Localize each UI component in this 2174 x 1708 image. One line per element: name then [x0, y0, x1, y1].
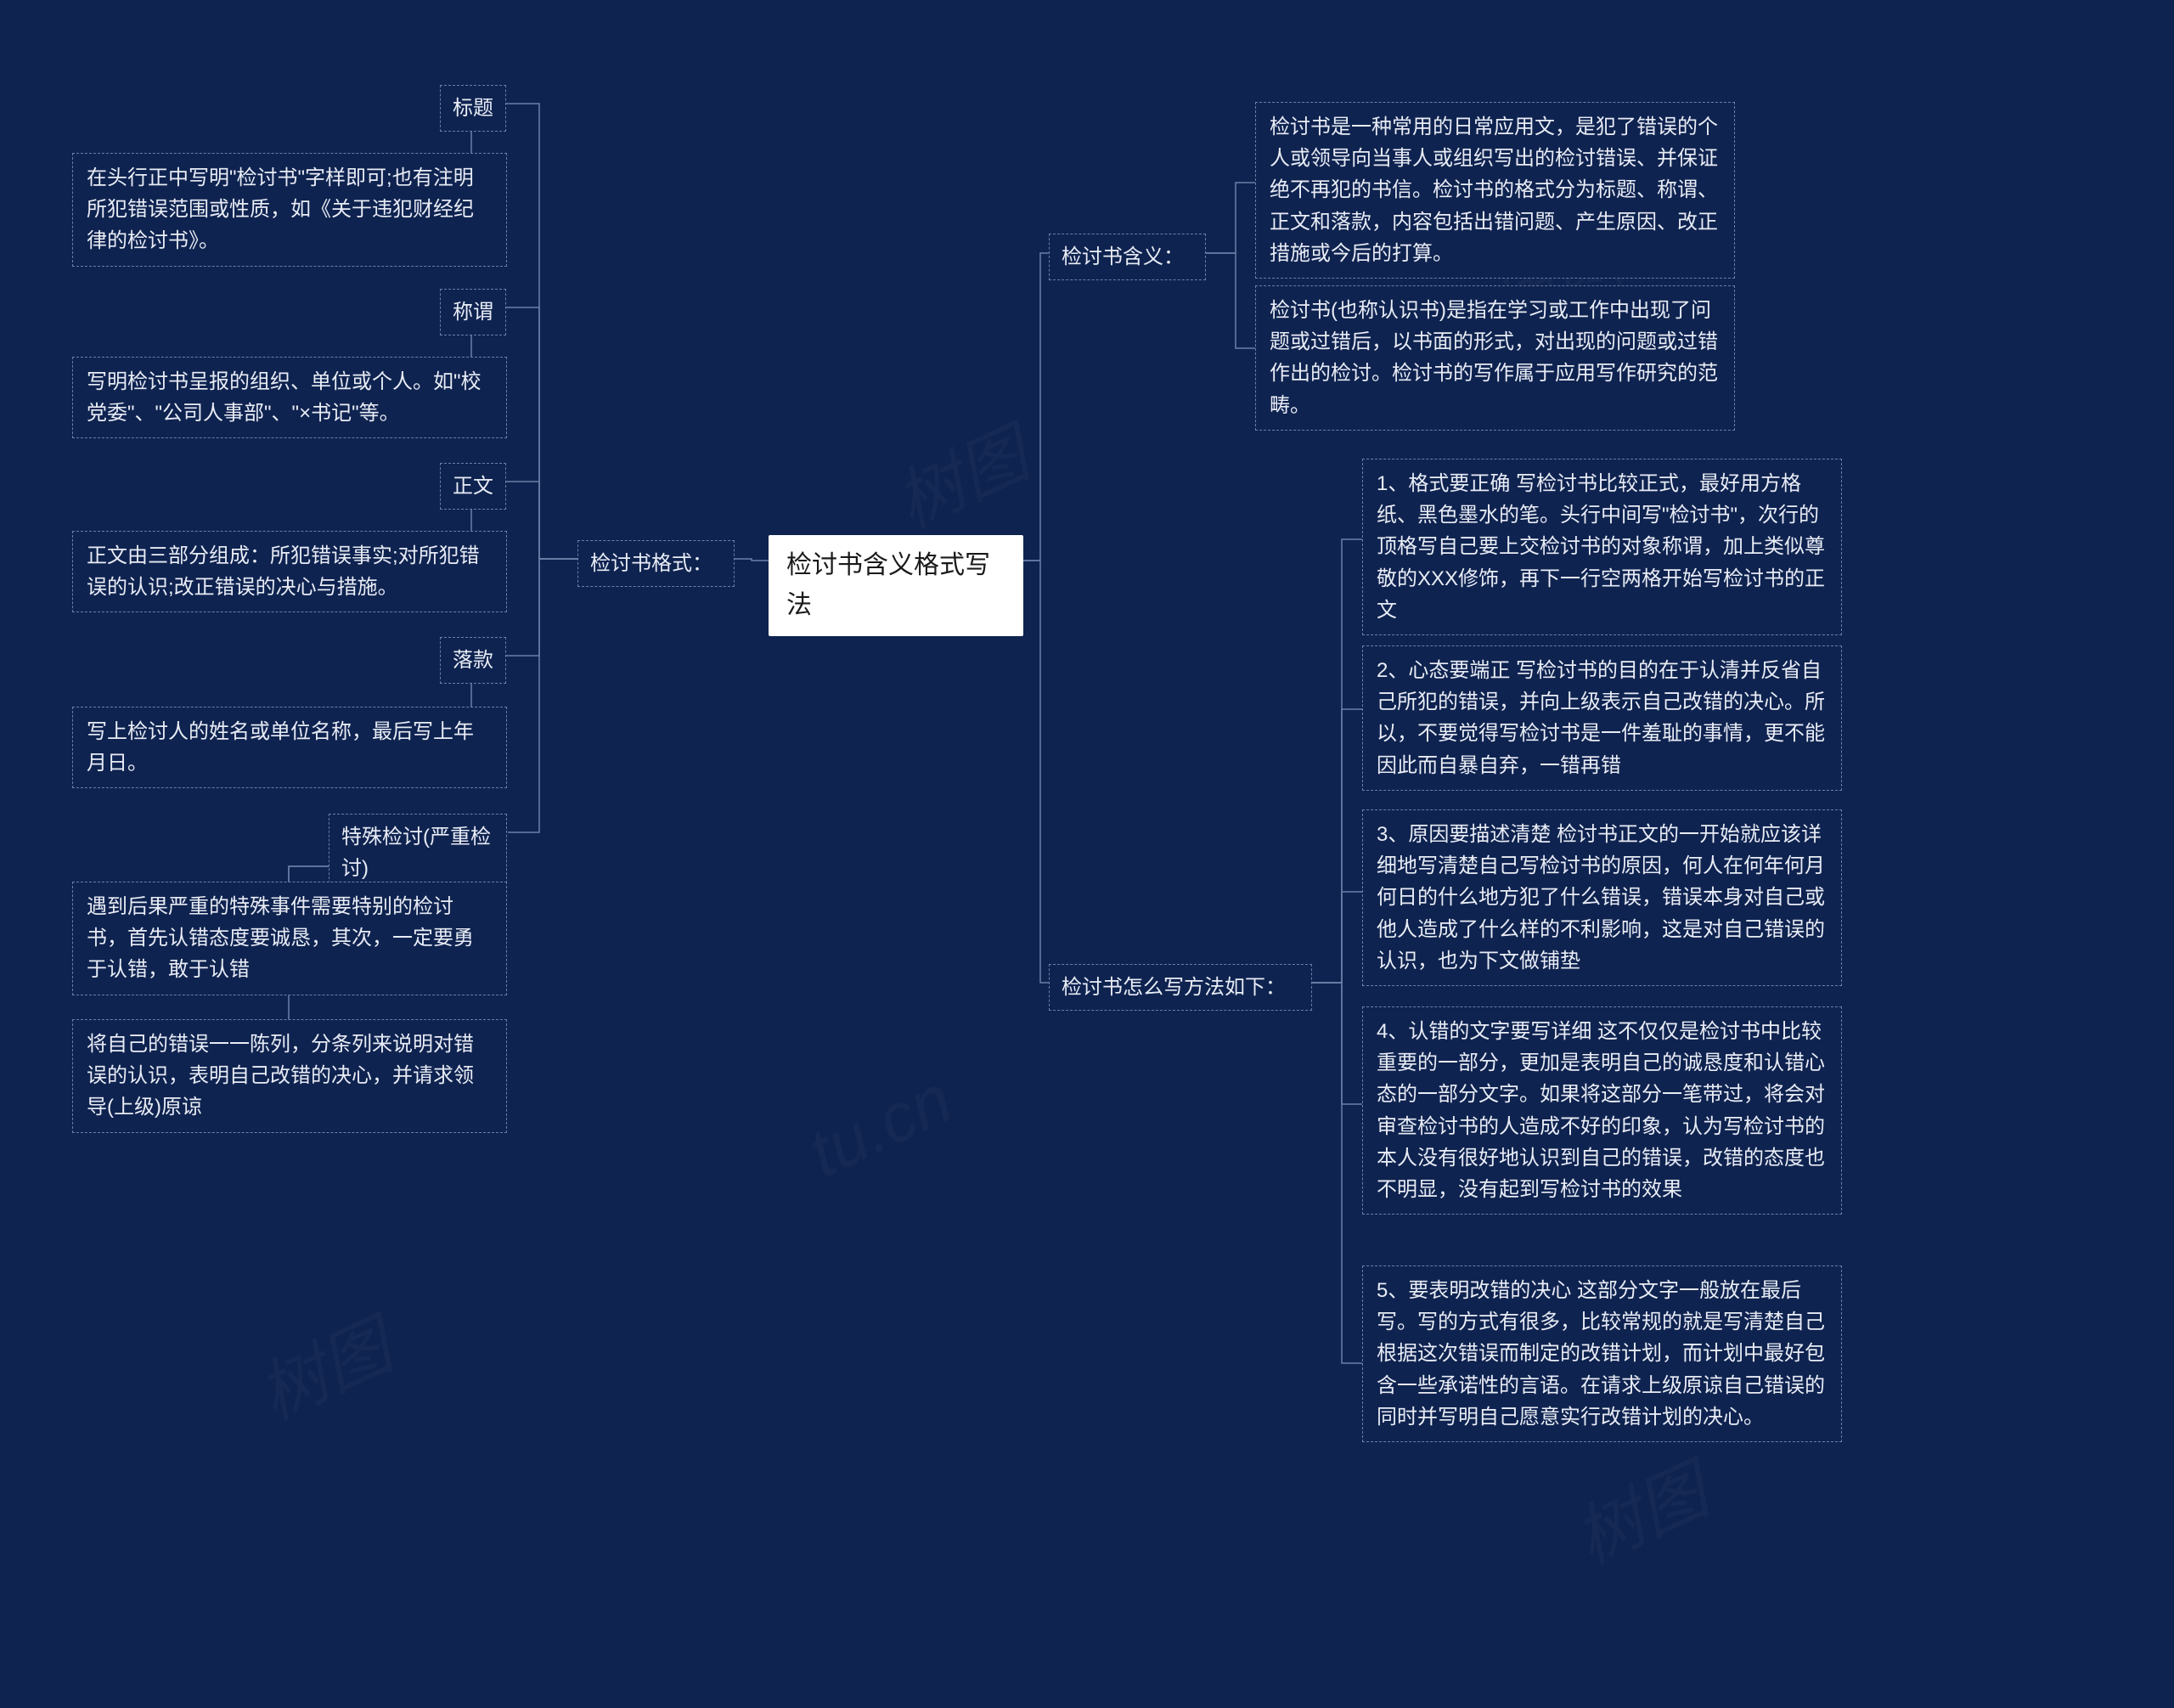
root-label: 检讨书含义格式写法 — [786, 551, 990, 619]
watermark: 树图 — [877, 401, 1042, 548]
branch-howto-label: 检讨书怎么写方法如下： — [1062, 976, 1286, 999]
leaf-text: 1、格式要正确 写检讨书比较正式，最好用方格纸、黑色墨水的笔。头行中间写"检讨书… — [1377, 472, 1825, 622]
leaf-howto-4: 4、认错的文字要写详细 这不仅仅是检讨书中比较重要的一部分，更加是表明自己的诚恳… — [1362, 1006, 1842, 1215]
leaf-meaning-2: 检讨书(也称认识书)是指在学习或工作中出现了问题或过错后，以书面的形式，对出现的… — [1255, 285, 1735, 431]
leaf-special-2: 将自己的错误一一陈列，分条列来说明对错误的认识，表明自己改错的决心，并请求领导(… — [72, 1019, 507, 1133]
leaf-text: 检讨书是一种常用的日常应用文，是犯了错误的个人或领导向当事人或组织写出的检讨错误… — [1270, 116, 1718, 265]
branch-meaning-label: 检讨书含义： — [1062, 245, 1184, 268]
sub-special: 特殊检讨(严重检讨) — [329, 814, 507, 892]
leaf-meaning-1: 检讨书是一种常用的日常应用文，是犯了错误的个人或领导向当事人或组织写出的检讨错误… — [1255, 102, 1735, 279]
leaf-text: 写上检讨人的姓名或单位名称，最后写上年月日。 — [87, 720, 474, 775]
leaf-howto-2: 2、心态要端正 写检讨书的目的在于认清并反省自己所犯的错误，并向上级表示自己改错… — [1362, 645, 1842, 791]
leaf-text: 5、要表明改错的决心 这部分文字一般放在最后写。写的方式有很多，比较常规的就是写… — [1377, 1279, 1825, 1429]
branch-howto: 检讨书怎么写方法如下： — [1049, 964, 1312, 1011]
leaf-signature-content: 写上检讨人的姓名或单位名称，最后写上年月日。 — [72, 707, 507, 788]
watermark: 树图 — [240, 1293, 405, 1440]
leaf-title-content: 在头行正中写明"检讨书"字样即可;也有注明所犯错误范围或性质，如《关于违犯财经纪… — [72, 153, 507, 267]
leaf-text: 写明检讨书呈报的组织、单位或个人。如"校党委"、"公司人事部"、"×书记"等。 — [87, 370, 482, 425]
leaf-howto-1: 1、格式要正确 写检讨书比较正式，最好用方格纸、黑色墨水的笔。头行中间写"检讨书… — [1362, 459, 1842, 635]
branch-format-label: 检讨书格式： — [590, 552, 712, 575]
leaf-howto-3: 3、原因要描述清楚 检讨书正文的一开始就应该详细地写清楚自己写检讨书的原因，何人… — [1362, 809, 1842, 986]
sub-special-label: 特殊检讨(严重检讨) — [341, 826, 491, 880]
leaf-salutation-content: 写明检讨书呈报的组织、单位或个人。如"校党委"、"公司人事部"、"×书记"等。 — [72, 357, 507, 438]
leaf-special-1: 遇到后果严重的特殊事件需要特别的检讨书，首先认错态度要诚恳，其次，一定要勇于认错… — [72, 882, 507, 995]
sub-body: 正文 — [440, 463, 506, 510]
sub-signature: 落款 — [440, 637, 506, 684]
root-node: 检讨书含义格式写法 — [769, 535, 1023, 636]
leaf-text: 3、原因要描述清楚 检讨书正文的一开始就应该详细地写清楚自己写检讨书的原因，何人… — [1377, 823, 1825, 972]
sub-salutation: 称谓 — [440, 289, 506, 335]
leaf-howto-5: 5、要表明改错的决心 这部分文字一般放在最后写。写的方式有很多，比较常规的就是写… — [1362, 1265, 1842, 1442]
leaf-text: 4、认错的文字要写详细 这不仅仅是检讨书中比较重要的一部分，更加是表明自己的诚恳… — [1377, 1020, 1825, 1201]
watermark: tu.cn — [797, 1060, 964, 1193]
branch-meaning: 检讨书含义： — [1049, 234, 1206, 280]
sub-title: 标题 — [440, 85, 506, 132]
leaf-text: 2、心态要端正 写检讨书的目的在于认清并反省自己所犯的错误，并向上级表示自己改错… — [1377, 659, 1825, 777]
leaf-text: 遇到后果严重的特殊事件需要特别的检讨书，首先认错态度要诚恳，其次，一定要勇于认错… — [87, 895, 474, 981]
leaf-text: 在头行正中写明"检讨书"字样即可;也有注明所犯错误范围或性质，如《关于违犯财经纪… — [87, 166, 474, 252]
sub-salutation-label: 称谓 — [453, 301, 493, 324]
leaf-text: 检讨书(也称认识书)是指在学习或工作中出现了问题或过错后，以书面的形式，对出现的… — [1270, 299, 1718, 417]
sub-title-label: 标题 — [453, 97, 493, 120]
branch-format: 检讨书格式： — [577, 540, 735, 587]
sub-body-label: 正文 — [453, 475, 493, 498]
sub-signature-label: 落款 — [453, 649, 493, 672]
leaf-text: 正文由三部分组成：所犯错误事实;对所犯错误的认识;改正错误的决心与措施。 — [87, 544, 480, 599]
watermark: 树图 — [1557, 1437, 1721, 1584]
leaf-text: 将自己的错误一一陈列，分条列来说明对错误的认识，表明自己改错的决心，并请求领导(… — [87, 1033, 474, 1119]
leaf-body-content: 正文由三部分组成：所犯错误事实;对所犯错误的认识;改正错误的决心与措施。 — [72, 531, 507, 612]
